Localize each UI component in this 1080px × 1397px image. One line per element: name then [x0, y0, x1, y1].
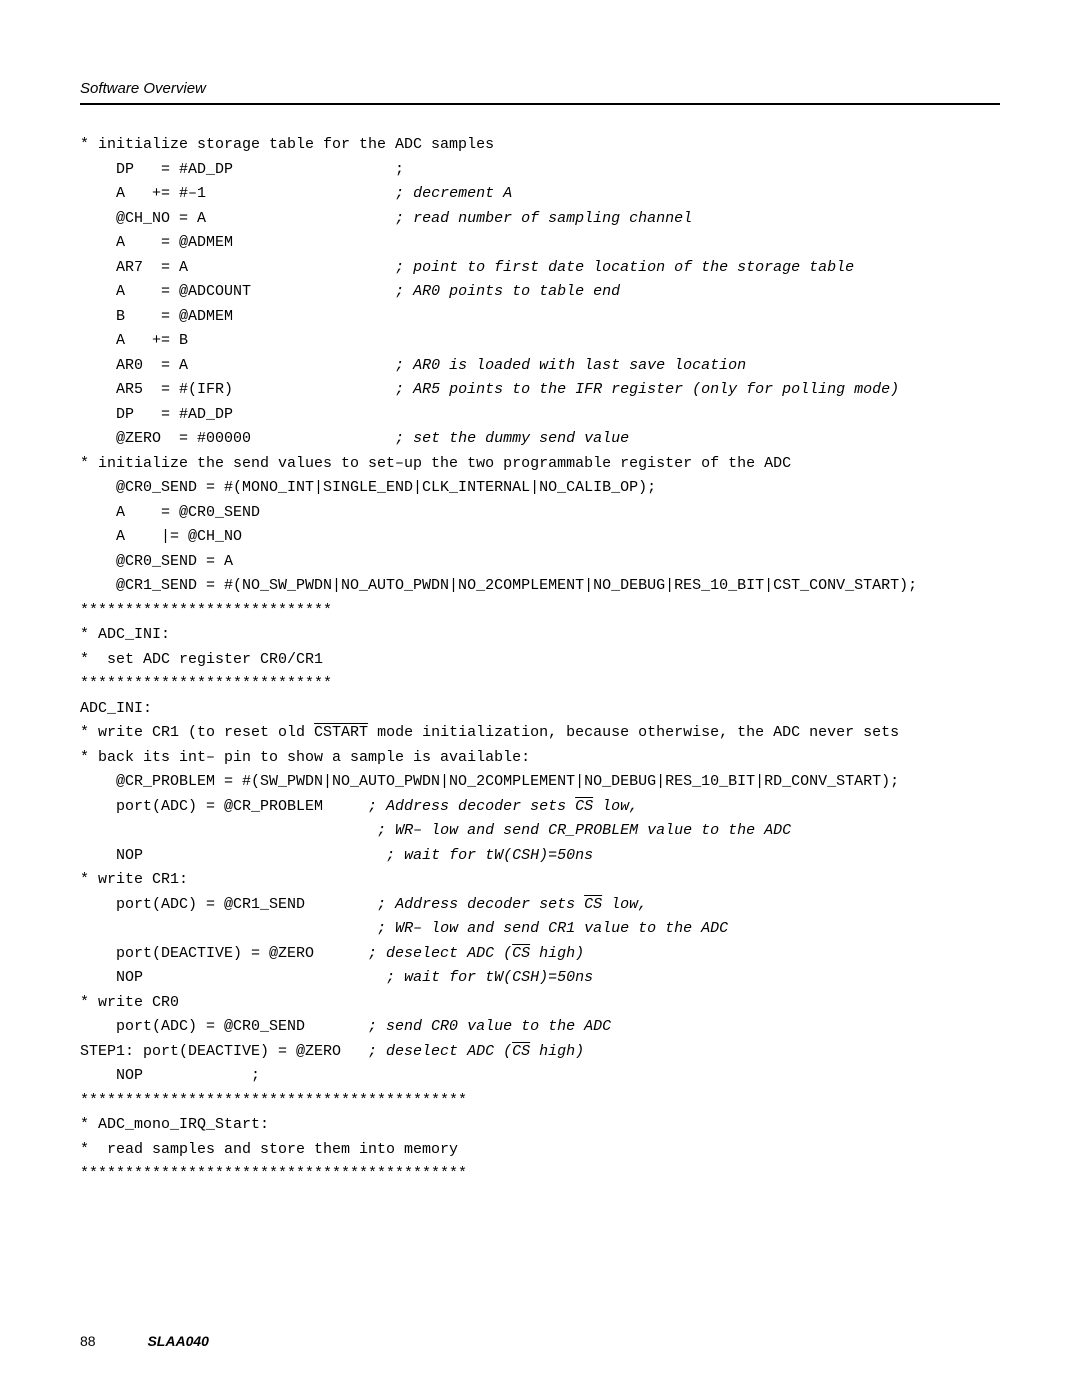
code-line: * set ADC register CR0/CR1	[80, 648, 1000, 673]
code-line: @CH_NO = A ; read number of sampling cha…	[80, 207, 1000, 232]
code-line: B = @ADMEM	[80, 305, 1000, 330]
page-header: Software Overview	[80, 80, 1000, 105]
code-line: @CR0_SEND = #(MONO_INT|SINGLE_END|CLK_IN…	[80, 476, 1000, 501]
code-line: @CR_PROBLEM = #(SW_PWDN|NO_AUTO_PWDN|NO_…	[80, 770, 1000, 795]
code-comment: ; point to first date location of the st…	[395, 259, 854, 276]
code-comment: ; AR5 points to the IFR register (only f…	[395, 381, 899, 398]
code-line: * write CR0	[80, 991, 1000, 1016]
code-line: @CR1_SEND = #(NO_SW_PWDN|NO_AUTO_PWDN|NO…	[80, 574, 1000, 599]
code-comment: ; deselect ADC (CS high)	[368, 1043, 584, 1060]
code-line: ****************************************…	[80, 1162, 1000, 1187]
header-rule	[80, 103, 1000, 105]
code-line: * ADC_INI:	[80, 623, 1000, 648]
document-id: SLAA040	[147, 1333, 208, 1349]
code-line: A = @ADMEM	[80, 231, 1000, 256]
code-comment: ; Address decoder sets CS low,	[377, 896, 647, 913]
code-comment: ; Address decoder sets CS low,	[368, 798, 638, 815]
code-line: STEP1: port(DEACTIVE) = @ZERO ; deselect…	[80, 1040, 1000, 1065]
code-line: A += B	[80, 329, 1000, 354]
code-line: DP = #AD_DP ;	[80, 158, 1000, 183]
code-line: AR7 = A ; point to first date location o…	[80, 256, 1000, 281]
code-comment: ; WR– low and send CR1 value to the ADC	[377, 920, 728, 937]
code-line: port(DEACTIVE) = @ZERO ; deselect ADC (C…	[80, 942, 1000, 967]
code-line: @ZERO = #00000 ; set the dummy send valu…	[80, 427, 1000, 452]
page-footer: 88 SLAA040	[80, 1333, 209, 1349]
code-line: AR0 = A ; AR0 is loaded with last save l…	[80, 354, 1000, 379]
code-comment: ; deselect ADC (CS high)	[368, 945, 584, 962]
code-line: * read samples and store them into memor…	[80, 1138, 1000, 1163]
code-line: port(ADC) = @CR1_SEND ; Address decoder …	[80, 893, 1000, 918]
code-line: ****************************************…	[80, 1089, 1000, 1114]
code-comment: ; decrement A	[395, 185, 512, 202]
code-comment: ; read number of sampling channel	[395, 210, 692, 227]
code-comment: ; wait for tW(CSH)=50ns	[386, 847, 593, 864]
code-line: NOP ; wait for tW(CSH)=50ns	[80, 966, 1000, 991]
code-line: port(ADC) = @CR_PROBLEM ; Address decode…	[80, 795, 1000, 820]
code-line: port(ADC) = @CR0_SEND ; send CR0 value t…	[80, 1015, 1000, 1040]
code-line: * back its int– pin to show a sample is …	[80, 746, 1000, 771]
code-comment: ; AR0 points to table end	[395, 283, 620, 300]
code-line: * initialize the send values to set–up t…	[80, 452, 1000, 477]
code-line: A = @CR0_SEND	[80, 501, 1000, 526]
code-comment: ; wait for tW(CSH)=50ns	[386, 969, 593, 986]
code-line: * write CR1 (to reset old CSTART mode in…	[80, 721, 1000, 746]
code-line: DP = #AD_DP	[80, 403, 1000, 428]
code-line: ****************************	[80, 672, 1000, 697]
code-line: ADC_INI:	[80, 697, 1000, 722]
code-line: * ADC_mono_IRQ_Start:	[80, 1113, 1000, 1138]
code-line: * write CR1:	[80, 868, 1000, 893]
code-line: ****************************	[80, 599, 1000, 624]
code-line: A = @ADCOUNT ; AR0 points to table end	[80, 280, 1000, 305]
code-comment: ; WR– low and send CR_PROBLEM value to t…	[377, 822, 791, 839]
code-line: A += #–1 ; decrement A	[80, 182, 1000, 207]
code-line: ; WR– low and send CR1 value to the ADC	[80, 917, 1000, 942]
code-line: NOP ;	[80, 1064, 1000, 1089]
code-line: AR5 = #(IFR) ; AR5 points to the IFR reg…	[80, 378, 1000, 403]
page-number: 88	[80, 1333, 96, 1349]
code-line: ; WR– low and send CR_PROBLEM value to t…	[80, 819, 1000, 844]
code-line: * initialize storage table for the ADC s…	[80, 133, 1000, 158]
code-comment: ; set the dummy send value	[395, 430, 629, 447]
code-line: NOP ; wait for tW(CSH)=50ns	[80, 844, 1000, 869]
code-comment: ; AR0 is loaded with last save location	[395, 357, 746, 374]
code-comment: ; send CR0 value to the ADC	[368, 1018, 611, 1035]
code-line: @CR0_SEND = A	[80, 550, 1000, 575]
section-title: Software Overview	[80, 80, 1000, 97]
code-line: A |= @CH_NO	[80, 525, 1000, 550]
code-block: * initialize storage table for the ADC s…	[80, 133, 1000, 1187]
